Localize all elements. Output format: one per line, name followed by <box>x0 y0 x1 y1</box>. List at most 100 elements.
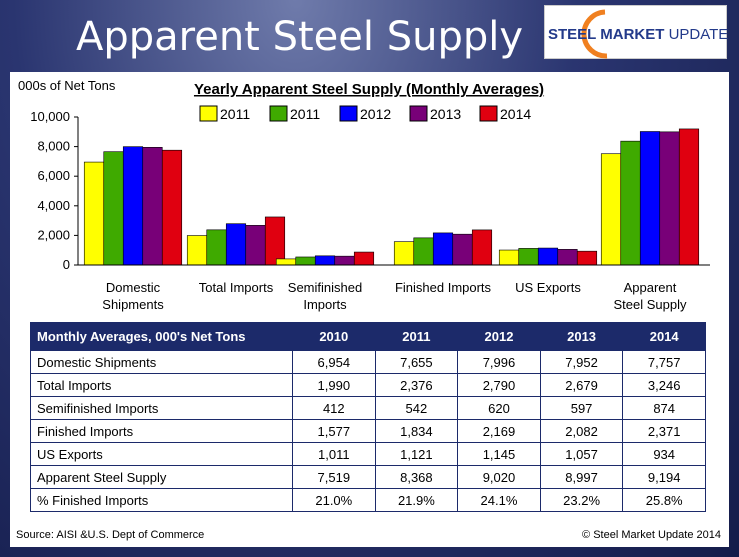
table-cell: 1,990 <box>292 373 376 397</box>
table-row: % Finished Imports 21.0% 21.9% 24.1% 23.2% 25… <box>30 488 706 512</box>
category-label: Domestic <box>106 280 161 295</box>
table-cell: Total Imports <box>30 373 293 397</box>
table-cell: 7,952 <box>539 350 624 374</box>
category-label: US Exports <box>515 280 581 295</box>
column-header: 2012 <box>457 322 541 351</box>
bar <box>103 151 124 266</box>
bar <box>471 229 493 266</box>
table-cell: 25.8% <box>622 488 706 512</box>
y-tick-label: 0 <box>63 257 70 272</box>
logo-text-bold: STEEL MARKET <box>548 26 665 43</box>
table-cell: 8,368 <box>374 465 459 489</box>
bar <box>275 258 297 266</box>
table-cell: Domestic Shipments <box>30 350 293 374</box>
table-cell: 9,194 <box>622 465 706 489</box>
table-cell: 2,790 <box>457 373 541 397</box>
table-row: Finished Imports 1,577 1,834 2,169 2,082 2,37… <box>30 419 706 443</box>
bar <box>432 232 454 266</box>
bar <box>659 131 680 266</box>
bar <box>576 250 598 266</box>
bar <box>142 147 163 266</box>
chart-title: Yearly Apparent Steel Supply (Monthly Av… <box>194 81 544 98</box>
bar <box>452 233 473 266</box>
table-cell: 23.2% <box>539 488 624 512</box>
table-cell: 874 <box>622 396 706 420</box>
legend-swatch <box>479 105 498 122</box>
bar <box>186 235 208 266</box>
table-cell: 21.9% <box>374 488 459 512</box>
column-header: 2013 <box>539 322 624 351</box>
table-cell: 1,121 <box>374 442 459 466</box>
legend-label: 2014 <box>500 106 531 122</box>
category-label: Semifinished <box>288 280 362 295</box>
data-table: Monthly Averages, 000's Net Tons 2010 2011… <box>30 322 706 512</box>
table-row: Semifinished Imports 412 542 620 597 874 <box>30 396 706 420</box>
table-cell: Semifinished Imports <box>30 396 293 420</box>
column-header: 2014 <box>622 322 706 351</box>
bar <box>245 225 266 266</box>
bar <box>122 146 144 266</box>
legend-label: 2011 <box>220 106 250 122</box>
legend-label: 2011 <box>290 106 320 122</box>
table-row: US Exports 1,011 1,121 1,145 1,057 934 <box>30 442 706 466</box>
table-cell: 1,011 <box>292 442 376 466</box>
bar <box>518 248 539 266</box>
bar <box>413 237 434 266</box>
category-label: Shipments <box>102 297 164 312</box>
table-cell: 7,655 <box>374 350 459 374</box>
table-cell: 2,679 <box>539 373 624 397</box>
legend-swatch <box>199 105 218 122</box>
y-axis-label: 000s of Net Tons <box>18 78 116 93</box>
column-header: Monthly Averages, 000's Net Tons <box>30 322 293 351</box>
table-cell: 9,020 <box>457 465 541 489</box>
table-cell: 1,577 <box>292 419 376 443</box>
source-note: Source: AISI &U.S. Dept of Commerce <box>16 529 205 541</box>
table-cell: 24.1% <box>457 488 541 512</box>
logo: STEEL MARKET UPDATE <box>544 5 729 59</box>
legend-swatch <box>339 105 358 122</box>
table-cell: 21.0% <box>292 488 376 512</box>
table-cell: 8,997 <box>539 465 624 489</box>
y-tick-label: 8,000 <box>37 139 70 154</box>
table-row: Domestic Shipments 6,954 7,655 7,996 7,952 7,… <box>30 350 706 374</box>
table-cell: 2,376 <box>374 373 459 397</box>
table-cell: 934 <box>622 442 706 466</box>
logo-text-light: UPDATE <box>668 26 729 43</box>
legend-swatch <box>269 105 288 122</box>
bar <box>639 131 661 266</box>
table-cell: 7,996 <box>457 350 541 374</box>
bar-chart: 000s of Net Tons Yearly Apparent Steel Su… <box>18 78 710 312</box>
table-cell: 1,834 <box>374 419 459 443</box>
bar <box>161 149 183 266</box>
table-cell: 2,169 <box>457 419 541 443</box>
bar <box>498 249 520 266</box>
bar <box>353 251 375 266</box>
table-cell: 620 <box>457 396 541 420</box>
copyright: © Steel Market Update 2014 <box>582 529 721 541</box>
bar <box>83 161 105 266</box>
legend-label: 2012 <box>360 106 391 122</box>
y-tick-label: 10,000 <box>30 109 70 124</box>
bar <box>225 223 247 266</box>
legend-label: 2013 <box>430 106 461 122</box>
table-cell: 7,757 <box>622 350 706 374</box>
column-header: 2011 <box>374 322 459 351</box>
category-label: Finished Imports <box>395 280 492 295</box>
table-cell: Apparent Steel Supply <box>30 465 293 489</box>
table-cell: 6,954 <box>292 350 376 374</box>
table-cell: 542 <box>374 396 459 420</box>
table-cell: 1,145 <box>457 442 541 466</box>
bar <box>393 241 415 266</box>
table-row: Apparent Steel Supply 7,519 8,368 9,020 8,99… <box>30 465 706 489</box>
category-label: Imports <box>303 297 347 312</box>
y-tick-label: 2,000 <box>37 227 70 242</box>
bar <box>334 255 355 266</box>
category-label: Steel Supply <box>614 297 687 312</box>
bar <box>314 255 336 266</box>
legend-swatch <box>409 105 428 122</box>
y-tick-label: 6,000 <box>37 168 70 183</box>
bar <box>537 247 559 266</box>
table-row: Total Imports 1,990 2,376 2,790 2,679 3,246 <box>30 373 706 397</box>
bar <box>295 256 316 266</box>
category-label: Apparent <box>624 280 677 295</box>
